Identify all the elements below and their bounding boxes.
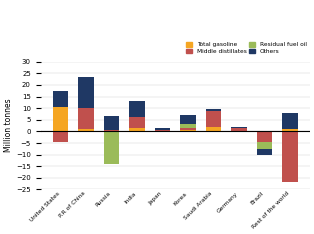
Bar — [180, 124, 196, 128]
Bar — [104, 132, 119, 164]
Bar — [104, 130, 119, 132]
Bar — [180, 128, 196, 130]
Bar — [78, 108, 94, 129]
Bar — [53, 132, 68, 142]
Bar — [257, 142, 272, 149]
Bar — [155, 128, 170, 130]
Bar — [104, 116, 119, 130]
Bar — [206, 110, 221, 127]
Bar — [129, 101, 144, 117]
Bar — [206, 109, 221, 110]
Legend: Total gasoline, Middle distillates, Residual fuel oil, Others: Total gasoline, Middle distillates, Resi… — [186, 42, 307, 54]
Bar — [155, 130, 170, 132]
Y-axis label: Million tonnes: Million tonnes — [4, 99, 13, 152]
Bar — [129, 128, 144, 132]
Bar — [129, 117, 144, 128]
Bar — [180, 130, 196, 132]
Bar — [53, 107, 68, 132]
Bar — [78, 77, 94, 108]
Bar — [231, 128, 246, 132]
Bar — [231, 127, 246, 128]
Bar — [78, 129, 94, 132]
Bar — [53, 91, 68, 107]
Bar — [257, 149, 272, 155]
Bar — [282, 132, 298, 183]
Bar — [282, 113, 298, 129]
Bar — [282, 129, 298, 132]
Bar — [257, 132, 272, 142]
Bar — [180, 115, 196, 124]
Bar — [206, 127, 221, 132]
